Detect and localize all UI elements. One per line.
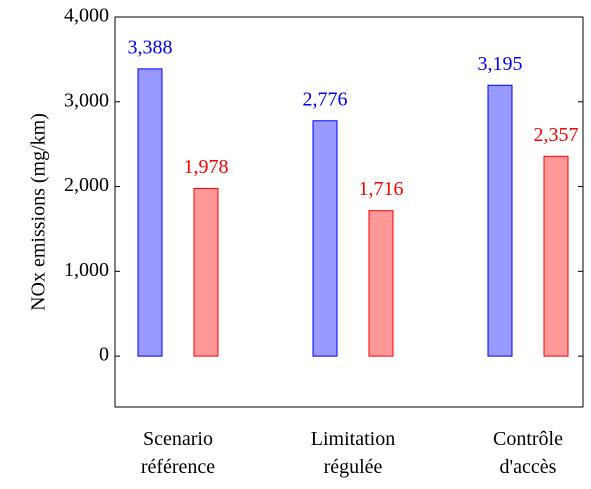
y-axis-label: NOx emissions (mg/km) — [28, 113, 50, 311]
x-tick-label: Contrôle d'accès — [493, 428, 563, 478]
y-tick-label: 0 — [99, 344, 109, 366]
bar — [368, 210, 394, 357]
value-label: 3,388 — [128, 36, 173, 58]
value-label: 1,716 — [359, 178, 404, 200]
value-label: 2,357 — [534, 124, 579, 146]
y-tick-label: 2,000 — [64, 174, 109, 196]
y-tick-label: 3,000 — [64, 89, 109, 111]
x-tick-label: Scenario référence — [141, 428, 215, 478]
value-label: 3,195 — [478, 53, 523, 75]
plot-frame — [114, 16, 584, 408]
value-label: 2,776 — [303, 88, 348, 110]
bar — [193, 187, 219, 357]
y-tick-label: 4,000 — [64, 5, 109, 27]
y-tick-label: 1,000 — [64, 259, 109, 281]
x-tick-label: Limitation régulée — [311, 428, 395, 478]
bar — [312, 120, 338, 357]
value-label: 1,978 — [184, 156, 229, 178]
bar — [543, 155, 569, 357]
bar — [137, 68, 163, 357]
bar — [487, 84, 513, 357]
